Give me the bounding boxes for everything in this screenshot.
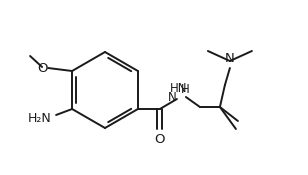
Text: O: O: [155, 133, 165, 146]
Text: N: N: [225, 52, 235, 65]
Text: O: O: [38, 61, 48, 75]
Text: HN: HN: [170, 82, 188, 95]
Text: H: H: [181, 83, 190, 96]
Text: H₂N: H₂N: [27, 111, 51, 124]
Text: N: N: [168, 90, 177, 103]
